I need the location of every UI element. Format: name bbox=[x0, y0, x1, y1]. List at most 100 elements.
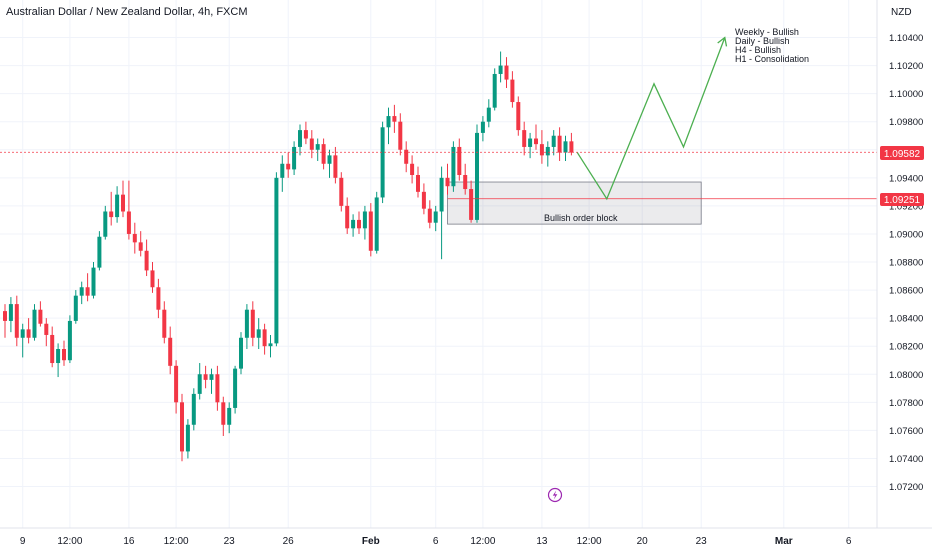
candle-body bbox=[298, 130, 302, 147]
candle-body bbox=[410, 163, 415, 176]
candle-body bbox=[156, 287, 161, 310]
time-tick-label: 20 bbox=[637, 536, 649, 547]
candle-body bbox=[486, 107, 491, 122]
candle-body bbox=[168, 337, 173, 366]
candle-body bbox=[469, 189, 474, 220]
time-tick-label: 12:00 bbox=[470, 536, 495, 547]
projection-path bbox=[576, 37, 726, 201]
time-tick-label: 12:00 bbox=[164, 536, 189, 547]
candles-layer bbox=[3, 51, 574, 462]
price-tick-label: 1.09400 bbox=[889, 173, 923, 184]
candle-body bbox=[327, 155, 332, 164]
candle-body bbox=[138, 242, 143, 251]
candle-body bbox=[50, 334, 55, 364]
candle-body bbox=[8, 304, 13, 321]
candle-body bbox=[463, 175, 468, 190]
candle-body bbox=[197, 374, 202, 394]
candle-body bbox=[180, 402, 184, 452]
current-price-badge-text: 1.09582 bbox=[884, 149, 921, 160]
candle-body bbox=[121, 194, 125, 212]
candle-body bbox=[126, 211, 131, 234]
candle-body bbox=[97, 236, 102, 268]
candle-body bbox=[492, 73, 497, 108]
candle-body bbox=[79, 287, 84, 296]
time-tick-label: 6 bbox=[846, 536, 852, 547]
current-price-badge: 1.09582 bbox=[880, 146, 924, 160]
candle-body bbox=[427, 208, 432, 223]
candle-body bbox=[339, 177, 344, 206]
candle-body bbox=[227, 407, 232, 425]
candle-body bbox=[268, 343, 273, 347]
candle-body bbox=[3, 311, 7, 321]
chart-title: Australian Dollar / New Zealand Dollar, … bbox=[6, 6, 247, 18]
time-tick-label: 23 bbox=[224, 536, 236, 547]
candle-body bbox=[244, 309, 249, 338]
candle-body bbox=[115, 194, 120, 218]
candle-body bbox=[286, 163, 291, 170]
time-tick-label: 6 bbox=[433, 536, 439, 547]
price-tick-label: 1.08000 bbox=[889, 370, 923, 381]
price-tick-label: 1.10400 bbox=[889, 33, 923, 44]
price-tick-label: 1.08600 bbox=[889, 286, 923, 297]
candle-body bbox=[274, 177, 279, 344]
grid-layer bbox=[0, 0, 877, 528]
candle-body bbox=[203, 374, 208, 380]
lightning-icon[interactable] bbox=[547, 487, 563, 503]
candle-body bbox=[534, 138, 538, 145]
level-price-badge-text: 1.09251 bbox=[884, 195, 921, 206]
candle-body bbox=[292, 146, 297, 170]
candle-body bbox=[150, 270, 155, 288]
note-weekly: Weekly - Bullish bbox=[735, 27, 799, 37]
candle-body bbox=[516, 102, 521, 131]
candle-body bbox=[451, 146, 456, 187]
candle-body bbox=[14, 304, 19, 338]
candle-body bbox=[362, 211, 367, 229]
candle-body bbox=[250, 309, 255, 338]
candle-body bbox=[109, 211, 114, 218]
price-axis[interactable]: 1.07200 1.07400 1.07600 1.07800 1.08000 1.082… bbox=[889, 33, 923, 493]
candle-body bbox=[457, 146, 462, 176]
candle-body bbox=[421, 191, 426, 209]
candle-body bbox=[480, 121, 485, 133]
time-tick-label: 13 bbox=[536, 536, 548, 547]
candle-body bbox=[504, 65, 509, 80]
time-tick-label: Mar bbox=[775, 536, 793, 547]
time-axis[interactable]: 9 12:00 16 12:00 23 26 Feb 6 12:00 13 12:00 20 23 Mar… bbox=[20, 536, 852, 547]
candle-body bbox=[528, 138, 533, 147]
candle-body bbox=[439, 177, 444, 212]
price-tick-label: 1.08400 bbox=[889, 314, 923, 325]
candle-body bbox=[303, 130, 308, 139]
candle-body bbox=[233, 368, 238, 408]
candle-body bbox=[569, 141, 574, 153]
price-tick-label: 1.08800 bbox=[889, 258, 923, 269]
candle-body bbox=[91, 267, 96, 296]
candle-body bbox=[85, 287, 90, 296]
candle-body bbox=[44, 323, 49, 335]
candle-body bbox=[132, 233, 137, 243]
candle-body bbox=[191, 393, 196, 425]
candle-body bbox=[398, 121, 403, 150]
time-tick-label: 23 bbox=[696, 536, 708, 547]
candle-body bbox=[357, 219, 361, 229]
candle-body bbox=[239, 337, 243, 369]
candle-body bbox=[545, 146, 550, 156]
candle-body bbox=[498, 65, 503, 74]
currency-label: NZD bbox=[891, 7, 912, 18]
lightning-icon-bolt bbox=[552, 490, 558, 500]
candle-body bbox=[309, 138, 314, 150]
time-tick-label: 12:00 bbox=[577, 536, 602, 547]
candle-body bbox=[345, 205, 350, 229]
time-tick-label: 9 bbox=[20, 536, 26, 547]
candle-body bbox=[315, 144, 320, 150]
candle-body bbox=[416, 175, 420, 192]
candle-body bbox=[475, 132, 479, 220]
candle-body bbox=[73, 295, 78, 321]
candle-body bbox=[26, 329, 31, 338]
candle-body bbox=[209, 374, 214, 380]
price-tick-label: 1.09200 bbox=[889, 201, 923, 212]
candle-body bbox=[351, 219, 356, 229]
time-tick-label: 16 bbox=[123, 536, 135, 547]
candle-body bbox=[321, 144, 326, 164]
